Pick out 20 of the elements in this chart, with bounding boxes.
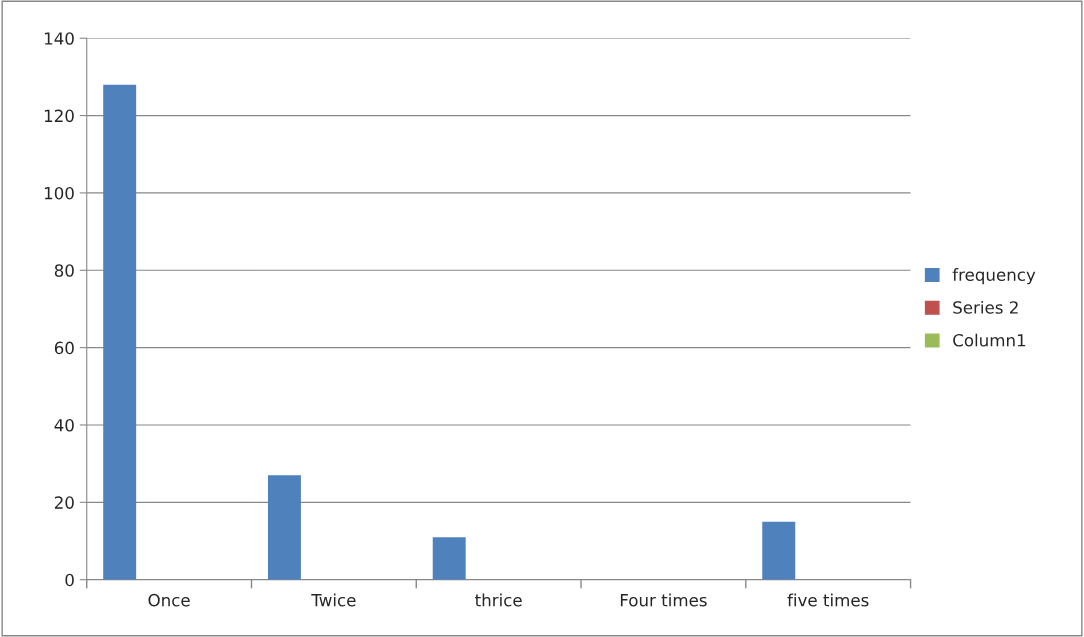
y-tick-label: 20 (54, 496, 74, 509)
bar (267, 475, 301, 580)
legend-label: Column1 (953, 333, 1026, 347)
y-tick-label: 40 (54, 418, 74, 432)
y-tick-label: 80 (54, 264, 74, 277)
y-tick-label: 60 (54, 341, 74, 355)
bar (432, 537, 466, 580)
bar (762, 521, 796, 580)
y-tick-label: 120 (44, 109, 74, 123)
y-tick-label: 100 (44, 186, 74, 200)
x-tick-label: Four times (620, 593, 707, 607)
x-tick-label: Once (148, 593, 190, 607)
bar (103, 84, 137, 580)
legend-label: frequency (952, 268, 1036, 285)
x-tick-label: five times (787, 593, 869, 607)
x-tick-label: thrice (475, 593, 522, 607)
legend-label: Series 2 (953, 300, 1018, 314)
x-tick-label: Twice (311, 593, 356, 607)
y-tick-label: 0 (65, 573, 74, 587)
y-tick-label: 140 (44, 32, 74, 45)
